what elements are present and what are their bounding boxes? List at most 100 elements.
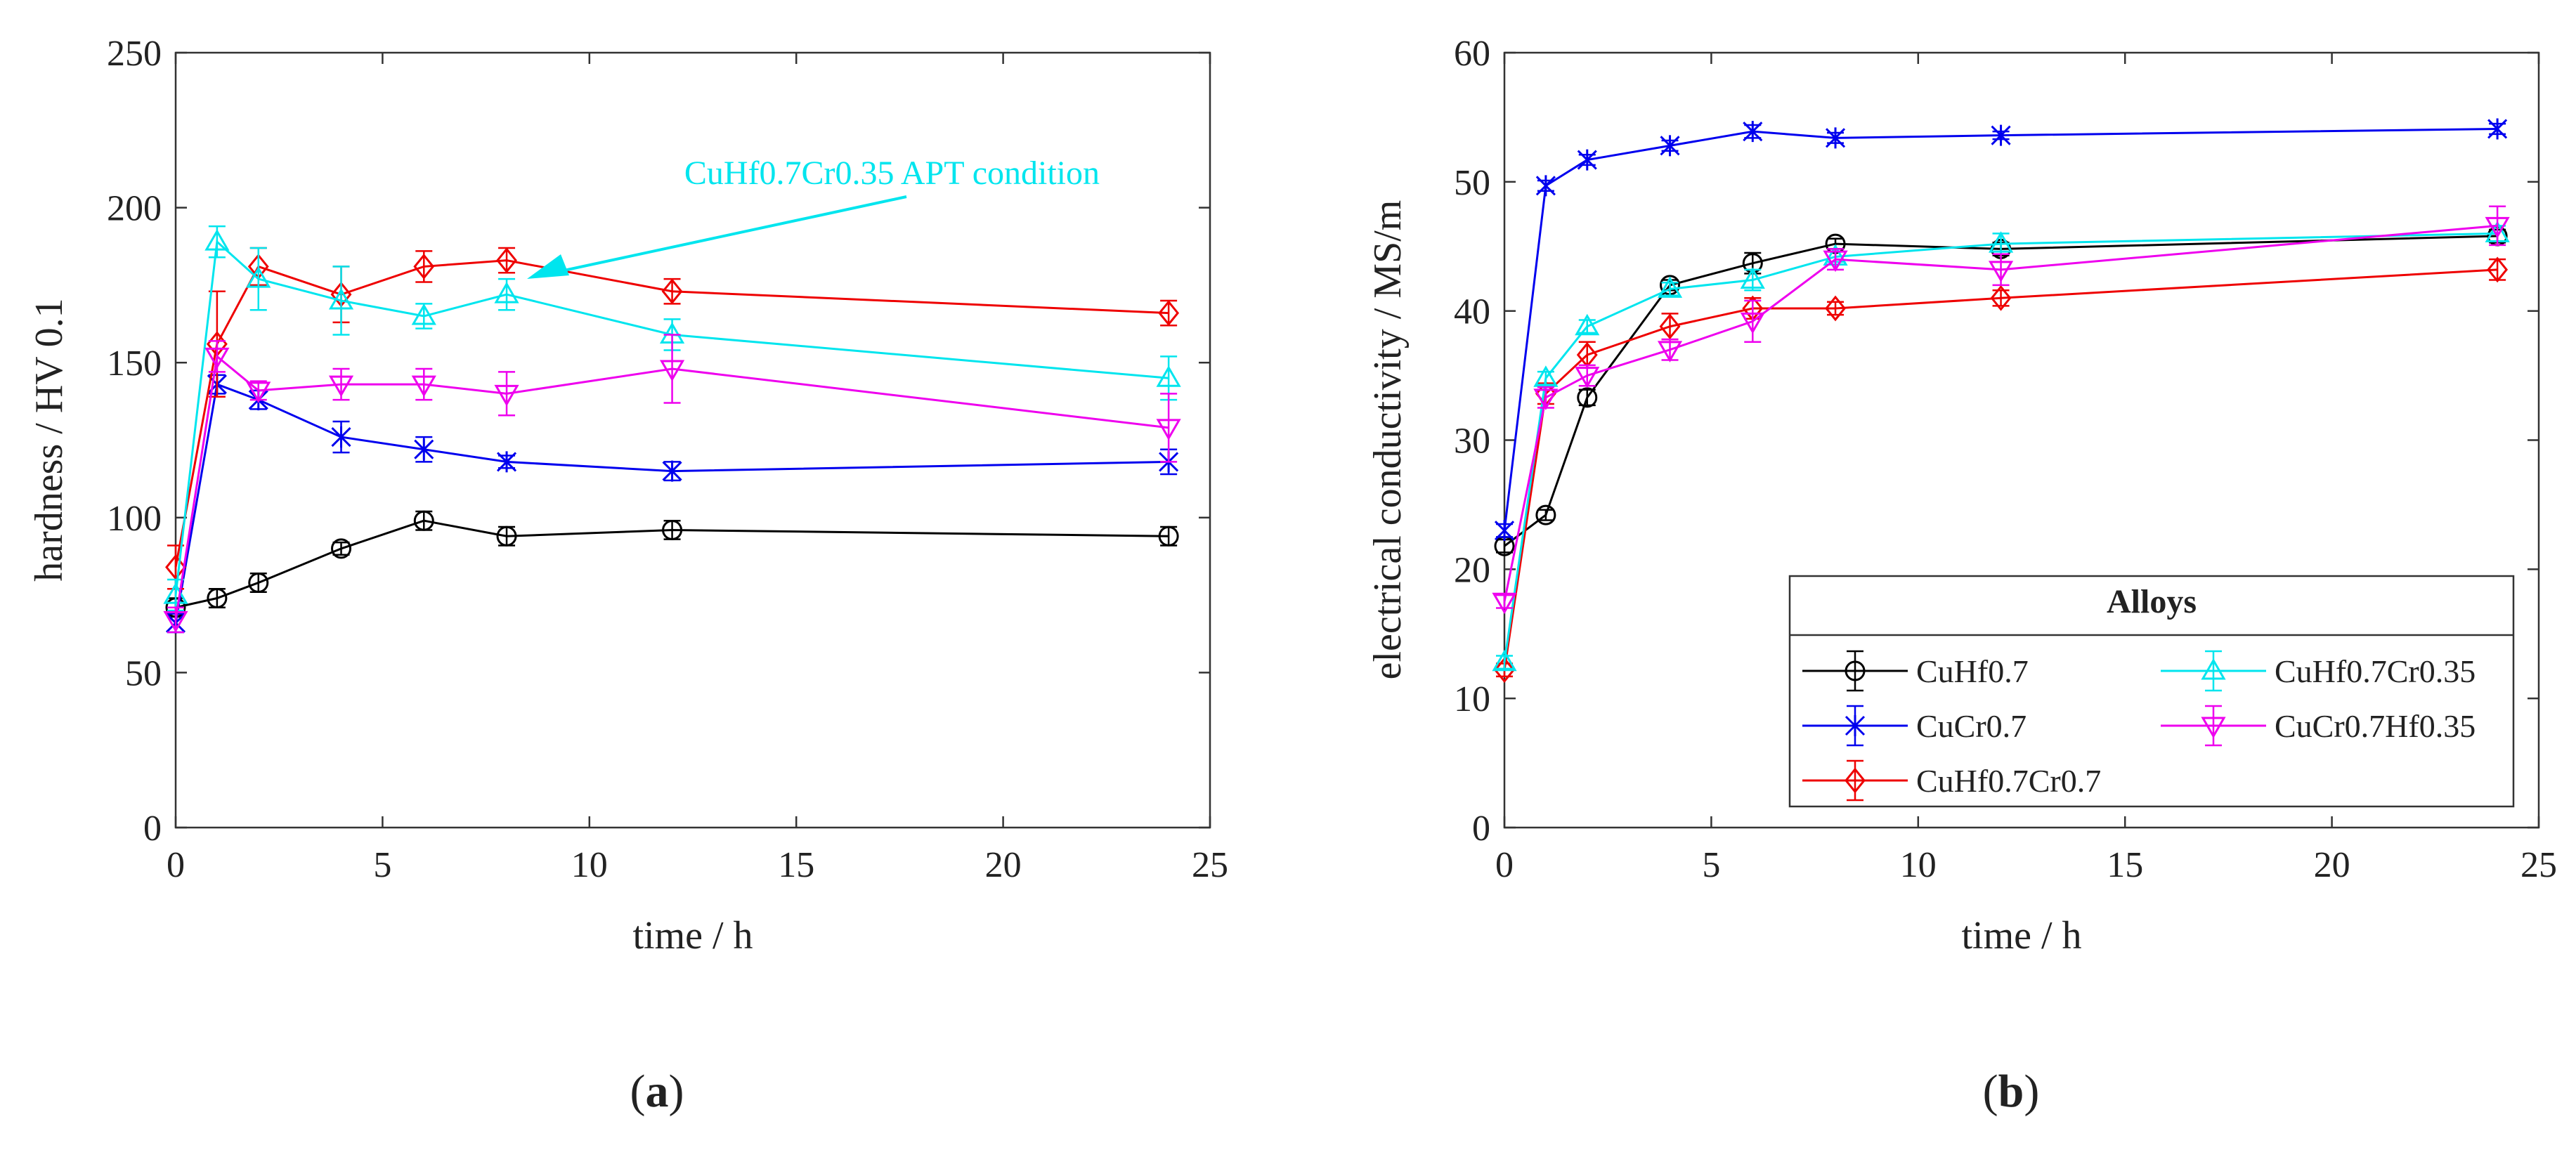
- y-tick-label: 0: [1472, 809, 1490, 849]
- x-tick-label: 5: [1702, 845, 1720, 885]
- data-point: [1990, 285, 2012, 311]
- legend-label: CuHf0.7Cr0.35: [2275, 653, 2476, 689]
- data-point: [1659, 313, 1681, 340]
- error-bar: [1537, 370, 1554, 386]
- data-point: [246, 381, 271, 403]
- data-point: [1988, 261, 2014, 282]
- legend-swatch-errorbar: [2205, 705, 2222, 747]
- series-CuCr0.7Hf0.35: [1492, 205, 2510, 615]
- legend: Alloys CuHf0.7CuCr0.7CuHf0.7Cr0.7CuHf0.7…: [1788, 575, 2515, 808]
- data-point: [1492, 649, 1517, 672]
- series-line: [174, 354, 1169, 620]
- annotation-arrow: [527, 195, 907, 279]
- plot-frame-a: [174, 51, 1211, 829]
- data-point: [1494, 657, 1515, 684]
- series-CuCr0.7Hf0.35: [163, 334, 1181, 634]
- legend-label: CuCr0.7: [1916, 708, 2027, 744]
- data-point: [207, 588, 228, 609]
- legend-box: [1788, 575, 2515, 808]
- x-tick-label: 15: [2107, 845, 2143, 885]
- error-bar: [1827, 301, 1845, 316]
- error-bar: [1661, 281, 1679, 296]
- series-CuHf0.7: [165, 510, 1179, 618]
- x-tick-label: 25: [2520, 845, 2557, 885]
- error-bar: [249, 247, 267, 311]
- x-tick-label: 15: [778, 845, 814, 885]
- error-bar: [1537, 509, 1554, 521]
- data-point: [1575, 367, 1600, 388]
- data-point: [1535, 504, 1556, 525]
- ticks-b: 0 5 10 15 20 25 0 10 20 30 40 50 60: [1454, 34, 2557, 885]
- annotation-text: CuHf0.7Cr0.35 APT condition: [684, 155, 1100, 192]
- panel-label-a: (a): [630, 1066, 684, 1117]
- x-tick-label: 20: [2314, 845, 2350, 885]
- legend-swatch-errorbar: [1847, 650, 1863, 692]
- data-point: [1657, 276, 1683, 298]
- data-point: [1577, 387, 1598, 408]
- data-point: [662, 460, 682, 482]
- x-axis-label-b: time / h: [1961, 914, 2081, 958]
- data-point: [659, 360, 685, 382]
- series-CuCr0.7: [165, 374, 1179, 634]
- data-point: [1533, 365, 1559, 387]
- data-point: [1825, 127, 1846, 149]
- legend-swatch-marker: [2201, 717, 2226, 739]
- error-bar: [1578, 388, 1596, 407]
- error-bar: [332, 266, 350, 336]
- y-tick-label: 60: [1454, 34, 1490, 74]
- data-point: [1988, 231, 2014, 253]
- legend-label: CuHf0.7Cr0.7: [1916, 763, 2101, 799]
- data-point: [496, 525, 517, 547]
- data-point: [248, 572, 269, 593]
- data-point: [1158, 300, 1180, 326]
- data-point: [2487, 118, 2508, 140]
- x-tick-label: 20: [985, 845, 1022, 885]
- data-point: [496, 247, 517, 273]
- error-bar: [2489, 205, 2506, 247]
- y-tick-label: 50: [1454, 163, 1490, 203]
- panel-letter-b: b: [1998, 1066, 2024, 1117]
- data-point: [204, 347, 230, 370]
- legend-item-CuCr0.7Hf0.35: CuCr0.7Hf0.35: [2161, 705, 2476, 747]
- error-bar: [1496, 594, 1513, 609]
- data-point: [165, 554, 186, 580]
- x-tick-label: 10: [1900, 845, 1937, 885]
- legend-item-CuHf0.7Cr0.35: CuHf0.7Cr0.35: [2161, 650, 2476, 692]
- series-line: [174, 240, 1169, 596]
- data-point: [331, 538, 352, 559]
- data-point: [1156, 419, 1181, 440]
- series-line: [175, 519, 1169, 609]
- data-point: [2485, 216, 2510, 239]
- data-point: [1743, 121, 1763, 143]
- error-bar: [663, 334, 681, 404]
- data-point: [331, 426, 351, 448]
- error-bar: [498, 371, 516, 417]
- error-bar: [1578, 319, 1596, 334]
- error-bar: [1578, 341, 1596, 369]
- x-tick-label: 10: [571, 845, 608, 885]
- data-point: [413, 510, 434, 531]
- series-layer-a: [163, 225, 1181, 634]
- series-CuHf0.7Cr0.7: [165, 247, 1180, 590]
- legend-item-CuHf0.7: CuHf0.7: [1802, 650, 2029, 692]
- legend-swatch-errorbar: [1847, 759, 1863, 802]
- x-tick-label: 25: [1192, 845, 1228, 885]
- y-tick-label: 100: [107, 499, 162, 539]
- x-tick-label: 0: [167, 845, 185, 885]
- panel-label-b: (b): [1983, 1066, 2040, 1117]
- y-axis-label-b: electrical conductivity / MS/m: [1366, 200, 1410, 680]
- legend-swatch-marker: [1845, 660, 1866, 681]
- y-tick-label: 200: [107, 189, 162, 229]
- series-line: [174, 259, 1169, 568]
- series-CuCr0.7: [1494, 118, 2508, 542]
- x-axis-label-a: time / h: [632, 914, 753, 958]
- series-CuHf0.7Cr0.35: [1492, 221, 2510, 672]
- series-line: [1504, 235, 2498, 547]
- y-tick-label: 50: [125, 653, 162, 693]
- x-tick-label: 0: [1495, 845, 1514, 885]
- legend-swatch-errorbar: [2205, 650, 2222, 692]
- data-point: [1825, 295, 1846, 322]
- data-point: [496, 451, 517, 473]
- error-bar: [1992, 289, 2010, 307]
